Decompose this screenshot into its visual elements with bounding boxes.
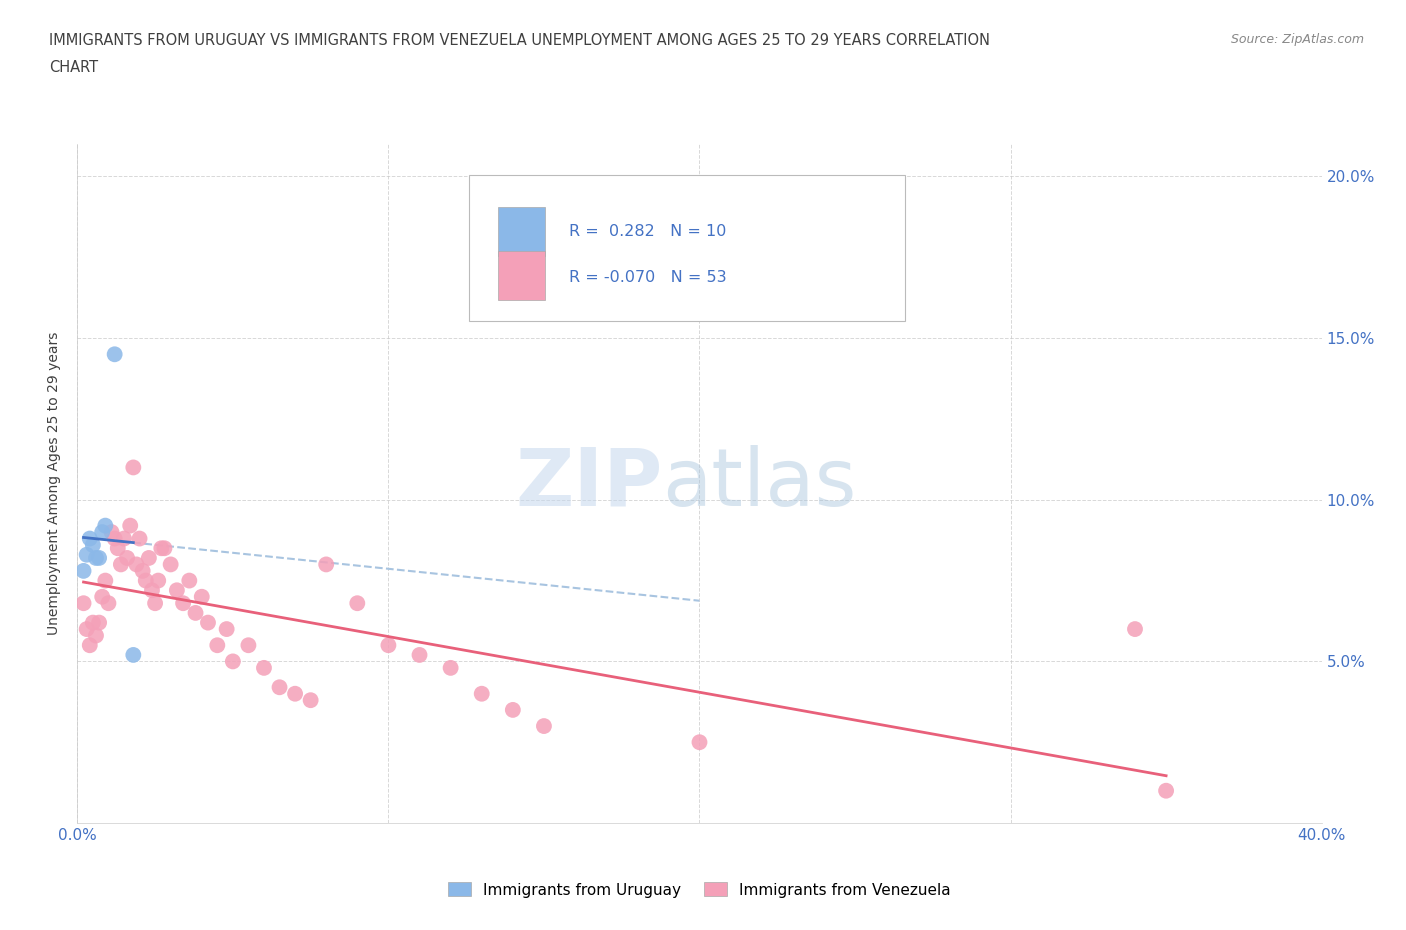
- Point: [238, 638, 260, 653]
- Point: [97, 596, 120, 611]
- Text: atlas: atlas: [662, 445, 856, 523]
- Point: [87, 615, 110, 630]
- Point: [141, 583, 163, 598]
- Point: [207, 638, 229, 653]
- Point: [72, 564, 94, 578]
- Point: [128, 531, 150, 546]
- FancyBboxPatch shape: [498, 251, 546, 300]
- Point: [107, 541, 129, 556]
- Point: [115, 551, 138, 565]
- Point: [135, 573, 157, 588]
- Point: [689, 735, 711, 750]
- Point: [299, 693, 322, 708]
- Point: [94, 573, 117, 588]
- Text: ZIP: ZIP: [515, 445, 662, 523]
- Point: [122, 647, 145, 662]
- Point: [138, 551, 160, 565]
- Point: [110, 557, 132, 572]
- Point: [269, 680, 291, 695]
- Point: [104, 347, 127, 362]
- Point: [172, 596, 194, 611]
- Legend: Immigrants from Uruguay, Immigrants from Venezuela: Immigrants from Uruguay, Immigrants from…: [441, 876, 957, 904]
- Point: [159, 557, 181, 572]
- Point: [82, 538, 104, 552]
- Y-axis label: Unemployment Among Ages 25 to 29 years: Unemployment Among Ages 25 to 29 years: [48, 332, 62, 635]
- Point: [166, 583, 188, 598]
- Point: [148, 573, 170, 588]
- Point: [91, 525, 114, 539]
- Point: [408, 647, 430, 662]
- Point: [346, 596, 368, 611]
- Point: [82, 615, 104, 630]
- Text: R = -0.070   N = 53: R = -0.070 N = 53: [569, 270, 727, 285]
- Point: [215, 621, 238, 636]
- Point: [184, 605, 207, 620]
- Point: [72, 596, 94, 611]
- Text: Source: ZipAtlas.com: Source: ZipAtlas.com: [1230, 33, 1364, 46]
- Point: [84, 628, 107, 643]
- Point: [502, 702, 524, 717]
- Point: [179, 573, 201, 588]
- Point: [533, 719, 555, 734]
- FancyBboxPatch shape: [470, 175, 905, 321]
- Point: [143, 596, 166, 611]
- Point: [150, 541, 173, 556]
- Point: [100, 525, 122, 539]
- Point: [79, 531, 101, 546]
- Point: [440, 660, 463, 675]
- Text: IMMIGRANTS FROM URUGUAY VS IMMIGRANTS FROM VENEZUELA UNEMPLOYMENT AMONG AGES 25 : IMMIGRANTS FROM URUGUAY VS IMMIGRANTS FR…: [49, 33, 990, 47]
- Point: [191, 590, 214, 604]
- Point: [125, 557, 148, 572]
- Point: [471, 686, 494, 701]
- Point: [87, 551, 110, 565]
- Point: [122, 460, 145, 475]
- Point: [112, 531, 135, 546]
- Point: [79, 638, 101, 653]
- Text: CHART: CHART: [49, 60, 98, 75]
- FancyBboxPatch shape: [498, 207, 546, 256]
- Point: [1154, 783, 1177, 798]
- Point: [120, 518, 142, 533]
- Point: [76, 547, 98, 562]
- Point: [253, 660, 276, 675]
- Point: [91, 590, 114, 604]
- Point: [131, 564, 153, 578]
- Point: [197, 615, 219, 630]
- Point: [84, 551, 107, 565]
- Point: [153, 541, 176, 556]
- Point: [76, 621, 98, 636]
- Point: [104, 531, 127, 546]
- Point: [222, 654, 245, 669]
- Point: [284, 686, 307, 701]
- Point: [377, 638, 399, 653]
- Text: R =  0.282   N = 10: R = 0.282 N = 10: [569, 223, 727, 239]
- Point: [315, 557, 337, 572]
- Point: [94, 518, 117, 533]
- Point: [1123, 621, 1146, 636]
